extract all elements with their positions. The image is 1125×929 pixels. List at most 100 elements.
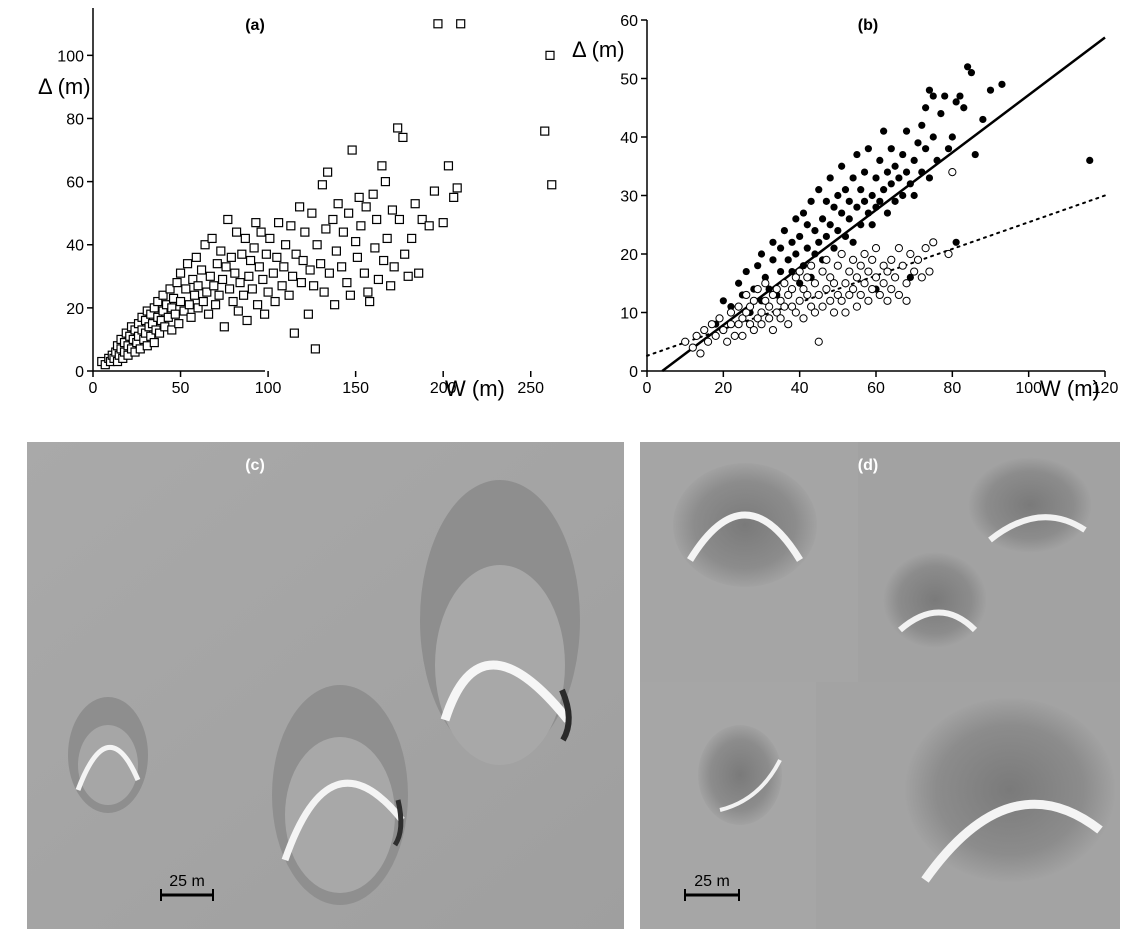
data-point [216,246,226,256]
data-point-filled [1086,156,1094,164]
data-point [170,309,180,319]
y-tick-label: 80 [66,111,84,128]
y-ticks: 0 20 40 60 80 100 [57,48,93,381]
data-point-filled [799,262,808,270]
data-point [540,126,550,136]
data-point-open [757,308,766,317]
data-point [268,268,278,278]
data-point-open [723,337,732,346]
solid-fit-line [661,36,1106,372]
barchan-dune-large [420,480,580,765]
data-point [398,132,408,143]
x-tick-label: 100 [1015,380,1042,397]
data-point [217,274,228,285]
data-point-open [761,296,770,305]
data-point-open [814,290,823,300]
data-point-open [803,290,812,300]
data-point [289,328,299,338]
data-point-filled [849,238,857,246]
data-point [347,145,357,155]
data-point-filled [796,232,804,241]
data-point [193,281,203,291]
data-point [212,259,222,269]
data-point [191,252,201,262]
data-point [214,290,224,300]
data-point-filled [780,227,789,235]
data-point [433,19,443,29]
data-point-open [681,337,690,346]
data-point-open [772,285,781,294]
data-point [379,255,389,266]
data-point [300,227,310,237]
data-point [228,296,238,307]
data-point [172,278,182,288]
data-point [286,221,296,231]
data-point-open [749,296,758,305]
data-point-open [902,296,911,305]
data-point [377,161,387,171]
x-tick-label: 80 [943,380,961,397]
data-point [328,214,338,225]
data-point-open [868,255,877,264]
data-point-open [860,279,869,288]
data-point [380,177,391,187]
data-point-open [925,267,934,276]
data-point [298,255,308,266]
data-point-filled [719,297,727,305]
x-tick-label: 20 [714,380,732,397]
data-point [307,208,317,218]
y-tick-label: 10 [620,306,638,323]
data-point [252,300,263,310]
data-point-open [921,244,930,253]
data-point [249,243,259,253]
data-point [309,281,319,291]
y-tick-label: 30 [620,189,638,206]
data-point [354,192,364,202]
x-tick-label: 120 [1092,380,1119,397]
data-point [310,344,320,354]
data-point-open [787,285,797,294]
data-point-filled [929,92,937,100]
data-point-open [791,308,800,317]
data-point [207,233,217,244]
data-point [417,214,427,225]
data-point [361,202,371,212]
data-point [237,249,247,259]
data-point-open [738,314,747,323]
dune-br [905,698,1115,883]
data-point-filled [952,238,960,246]
data-point [372,214,382,225]
data-point-open [726,320,736,329]
data-point-filled [853,203,861,211]
data-point-open [795,267,804,276]
data-point [321,224,331,234]
data-point [244,271,254,281]
data-point [452,183,462,193]
data-point-filled [860,197,869,205]
data-point-open [826,273,835,282]
data-point [338,227,348,237]
data-point [233,306,243,316]
data-point-open [852,302,862,311]
data-point-open [719,325,728,335]
data-point-open [749,325,758,335]
data-point-open [883,267,892,276]
data-point [400,249,410,259]
data-point [279,262,289,272]
data-point-filled [838,209,846,217]
data-point-open [799,285,808,294]
data-points [97,19,557,370]
data-point [403,271,413,281]
data-point-open [826,296,835,305]
y-tick-label: 40 [66,238,84,255]
dune-tl [673,463,817,587]
data-point-filled [971,150,979,159]
data-point-filled [910,156,918,164]
data-point-filled [769,256,777,264]
data-point [205,271,215,281]
data-point-open [703,337,713,346]
data-point-open [692,331,701,340]
data-point [443,161,454,171]
data-point-open [734,320,743,329]
